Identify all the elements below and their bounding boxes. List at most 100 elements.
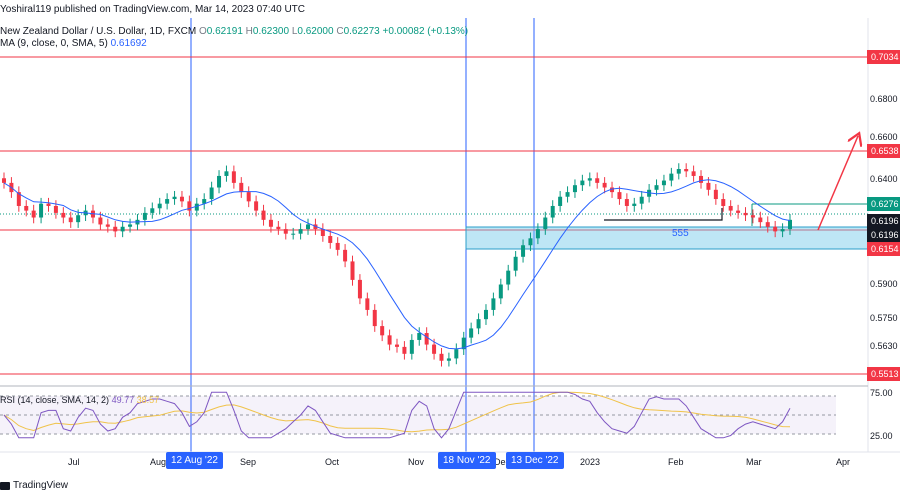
high-label: H	[245, 26, 253, 37]
time-tick: Mar	[746, 457, 762, 467]
candle-up	[409, 339, 414, 354]
candle-down	[365, 298, 370, 310]
rsi-lower-tick: 25.00	[870, 431, 893, 441]
candle-down	[105, 224, 110, 227]
candle-up	[543, 217, 548, 230]
candle-up	[587, 178, 592, 181]
candle-down	[773, 226, 778, 232]
price-tick: 0.6600	[870, 132, 898, 142]
candle-up	[469, 328, 474, 338]
low-label: L	[291, 26, 298, 37]
candle-up	[39, 203, 44, 218]
demand-zone[interactable]	[465, 226, 869, 250]
candle-down	[402, 346, 407, 354]
candle-down	[16, 192, 21, 206]
candle-down	[617, 192, 622, 200]
candle-up	[632, 203, 637, 206]
candle-up	[565, 192, 570, 197]
candle-down	[743, 212, 748, 216]
candle-down	[380, 326, 385, 336]
rsi-label: RSI (14, close, SMA, 14, 2)	[0, 395, 110, 405]
candle-down	[721, 199, 726, 206]
close-label: C	[336, 26, 344, 37]
candle-down	[736, 210, 741, 213]
candle-up	[498, 284, 503, 299]
price-tick: 0.5900	[870, 279, 898, 289]
price-tag-5513: 0.5513	[867, 367, 900, 381]
candle-down	[750, 215, 755, 218]
candle-down	[53, 205, 58, 213]
candle-up	[513, 256, 518, 271]
candle-down	[98, 217, 103, 225]
time-tick: Sep	[240, 457, 257, 467]
price-tag-6276: 0.6276	[867, 197, 900, 211]
candle-down	[276, 226, 281, 230]
candle-down	[624, 199, 629, 206]
candle-up	[128, 224, 133, 227]
candle-down	[335, 242, 340, 250]
candle-up	[788, 219, 792, 230]
candle-up	[528, 238, 533, 246]
candle-up	[120, 226, 125, 232]
candle-down	[372, 309, 377, 327]
neckline-drawing[interactable]	[604, 208, 723, 221]
candle-down	[283, 229, 288, 234]
time-tick: Jul	[68, 457, 80, 467]
candle-down	[2, 178, 6, 183]
time-tag-nov: 18 Nov '22	[438, 452, 496, 469]
time-tick: Dec	[494, 457, 511, 467]
close-value: 0.62273	[343, 26, 380, 37]
candle-up	[194, 203, 199, 211]
symbol-legend: New Zealand Dollar / U.S. Dollar, 1D, FX…	[0, 26, 468, 37]
candle-down	[61, 212, 66, 218]
candle-down	[31, 210, 36, 218]
zone-label: 555	[672, 228, 689, 239]
time-tick: Apr	[836, 457, 851, 467]
candle-down	[254, 201, 259, 211]
tradingview-footer[interactable]: TradingView	[0, 480, 68, 491]
open-value: 0.62191	[206, 26, 243, 37]
candle-down	[699, 175, 704, 183]
candle-up	[676, 169, 681, 174]
candle-up	[172, 196, 177, 200]
candle-up	[654, 185, 659, 190]
candle-up	[209, 187, 214, 200]
candle-down	[713, 189, 718, 200]
time-tick: 2023	[580, 457, 601, 467]
candle-down	[231, 171, 236, 183]
candle-up	[461, 337, 466, 350]
moving-average-line	[3, 179, 791, 350]
rsi-legend[interactable]: RSI (14, close, SMA, 14, 2) 49.77 38.57	[0, 395, 159, 405]
candle-series	[2, 163, 792, 367]
candle-up	[446, 358, 451, 361]
candle-down	[758, 217, 763, 223]
candle-down	[684, 169, 689, 172]
price-tag-6196-a: 0.6196	[867, 214, 900, 228]
candle-up	[669, 173, 674, 181]
price-tick: 0.6400	[870, 174, 898, 184]
candle-down	[179, 196, 184, 202]
price-tick: 0.6800	[870, 94, 898, 104]
ma-label: MA (9, close, 0, SMA, 5)	[0, 38, 108, 49]
candle-up	[483, 309, 488, 320]
candle-down	[424, 333, 429, 345]
ma-legend[interactable]: MA (9, close, 0, SMA, 5) 0.61692	[0, 38, 147, 49]
candle-down	[46, 203, 51, 206]
candle-down	[387, 335, 392, 345]
candle-up	[224, 171, 229, 176]
time-tick: Nov	[408, 457, 425, 467]
candle-up	[142, 212, 147, 220]
candle-down	[187, 201, 192, 211]
candle-up	[157, 203, 162, 209]
candle-up	[291, 233, 296, 235]
candle-up	[572, 185, 577, 193]
candle-down	[268, 219, 273, 227]
tradingview-brand: TradingView	[13, 480, 69, 491]
time-tick: Oct	[325, 457, 340, 467]
projection-arrow[interactable]	[817, 136, 858, 231]
candle-up	[550, 205, 555, 218]
price-tag-6538: 0.6538	[867, 144, 900, 158]
candle-down	[68, 217, 73, 223]
candle-down	[765, 222, 770, 227]
